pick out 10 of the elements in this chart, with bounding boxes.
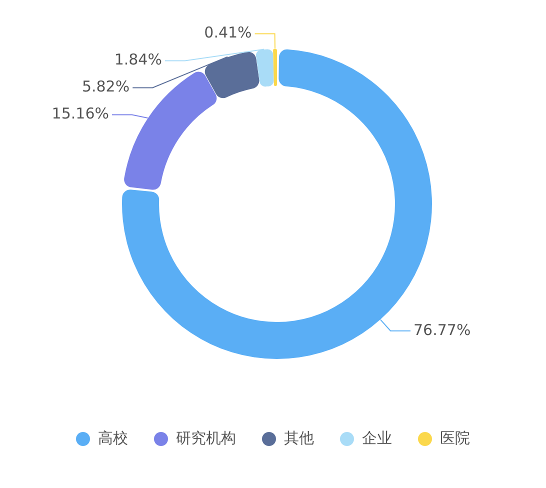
legend-label: 企业 xyxy=(362,429,392,448)
legend-label: 医院 xyxy=(440,429,470,448)
data-label: 1.84% xyxy=(114,50,162,69)
data-label: 5.82% xyxy=(82,78,130,96)
data-label: 76.77% xyxy=(414,320,471,339)
legend-label: 高校 xyxy=(98,429,128,448)
data-label: 15.16% xyxy=(52,104,110,123)
data-label: 0.41% xyxy=(204,24,252,42)
legend-label: 研究机构 xyxy=(176,429,236,448)
legend-label: 其他 xyxy=(284,429,314,448)
